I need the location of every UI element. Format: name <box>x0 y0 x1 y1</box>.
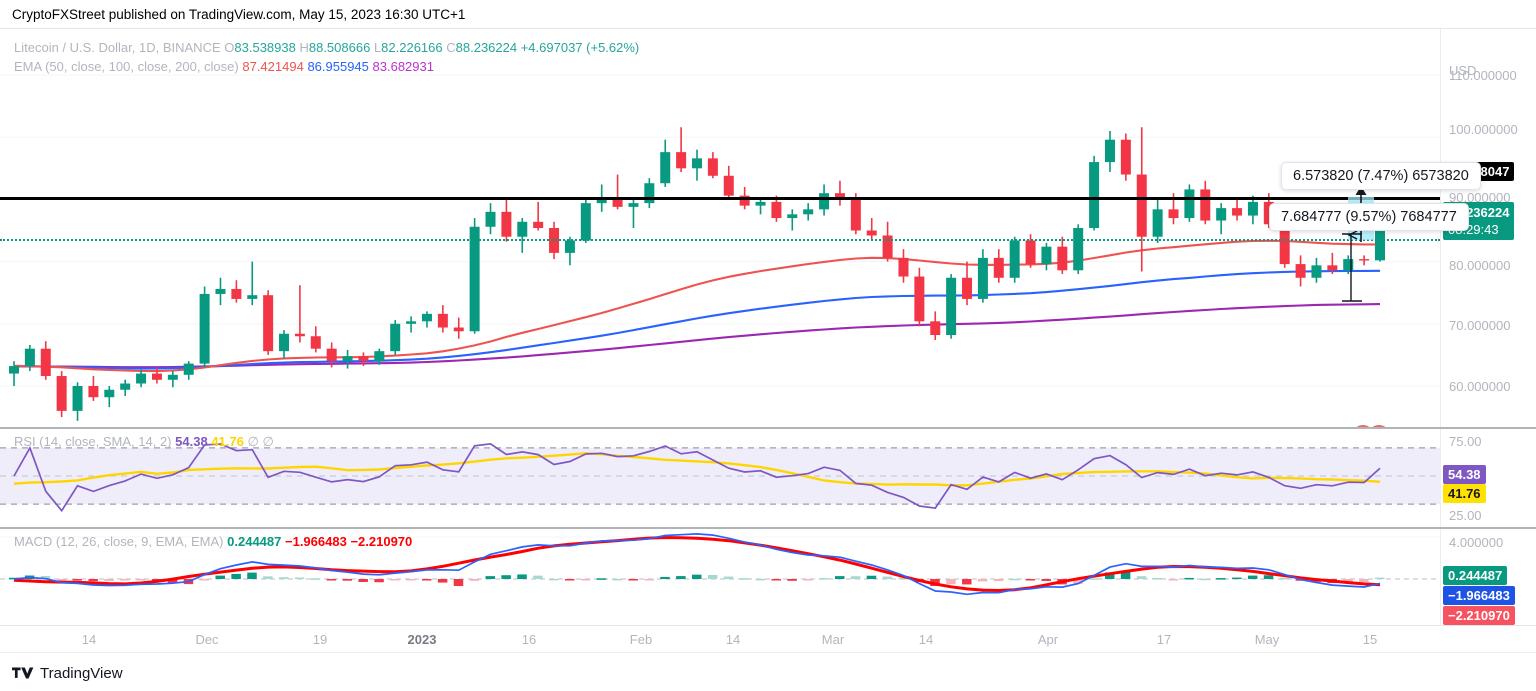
change-value: +4.697037 (+5.62%) <box>520 40 640 55</box>
macd-plot-area[interactable] <box>0 529 1440 627</box>
measure-lower-text: 7.684777 (9.57%) 7684777 <box>1281 209 1457 225</box>
resistance-line[interactable] <box>0 197 1440 200</box>
close-value: 88.236224 <box>455 40 518 55</box>
macd-title: MACD (12, 26, close, 9, EMA, EMA) <box>14 534 224 549</box>
rsi-plot-area[interactable] <box>0 429 1440 527</box>
time-label-7: Mar <box>821 632 845 647</box>
macd-tick-4: 4.000000 <box>1449 535 1504 550</box>
ema200-value: 83.682931 <box>372 59 434 74</box>
price-tick-110: 110.000000 <box>1449 68 1517 83</box>
symbol-title: Litecoin / U.S. Dollar, 1D, BINANCE <box>14 40 221 55</box>
measure-bracket <box>1342 230 1362 302</box>
time-label-11: May <box>1254 632 1280 647</box>
macd-hist-badge-value: −2.210970 <box>1448 608 1510 623</box>
close-prefix: C <box>446 40 456 55</box>
price-tick-100: 100.000000 <box>1449 122 1518 137</box>
macd-svg <box>0 533 1440 596</box>
publisher-bar: CryptoFXStreet published on TradingView.… <box>0 0 1536 28</box>
measure-tooltip-lower[interactable]: 7.684777 (9.57%) 7684777 <box>1269 203 1469 231</box>
footer: TradingView <box>0 655 1536 691</box>
time-label-5: Feb <box>629 632 653 647</box>
chart-frame: Litecoin / U.S. Dollar, 1D, BINANCE O83.… <box>0 28 1536 653</box>
rsi-axis[interactable]: 75.00 25.00 54.38 41.76 <box>1440 429 1536 527</box>
time-label-1: Dec <box>195 632 219 647</box>
price-pane[interactable]: Litecoin / U.S. Dollar, 1D, BINANCE O83.… <box>0 29 1536 427</box>
price-tick-90: 90.000000 <box>1449 190 1511 205</box>
open-value: 83.538938 <box>234 40 296 55</box>
time-label-4: 16 <box>521 632 537 647</box>
last-price-line <box>0 239 1440 241</box>
price-candlestick-svg <box>0 74 1440 421</box>
low-value: 82.226166 <box>381 40 443 55</box>
time-label-0: 14 <box>81 632 97 647</box>
measure-tooltip-upper[interactable]: 6.573820 (7.47%) 6573820 <box>1281 162 1481 190</box>
measure-upper-text: 6.573820 (7.47%) 6573820 <box>1293 168 1469 184</box>
time-label-12: 15 <box>1362 632 1378 647</box>
price-plot-area[interactable] <box>0 29 1440 427</box>
rsi-extra-1: ∅ <box>247 434 259 449</box>
rsi-sma-value: 41.76 <box>211 434 244 449</box>
macd-legend[interactable]: MACD (12, 26, close, 9, EMA, EMA) 0.2444… <box>14 532 412 551</box>
time-label-9: Apr <box>1037 632 1059 647</box>
time-label-6: 14 <box>725 632 741 647</box>
rsi-title: RSI (14, close, SMA, 14, 2) <box>14 434 172 449</box>
price-tick-80: 80.000000 <box>1449 258 1511 273</box>
price-rsi-separator[interactable] <box>0 427 1536 429</box>
time-label-8: 14 <box>918 632 934 647</box>
macd-hist-badge[interactable]: −2.210970 <box>1443 606 1515 625</box>
price-tick-60: 60.000000 <box>1449 379 1511 394</box>
rsi-svg <box>0 443 1440 513</box>
open-prefix: O <box>224 40 235 55</box>
macd-signal-badge[interactable]: −1.966483 <box>1443 586 1515 605</box>
rsi-legend[interactable]: RSI (14, close, SMA, 14, 2) 54.38 41.76 … <box>14 432 274 451</box>
rsi-value-badge[interactable]: 54.38 <box>1443 465 1486 484</box>
ema-title: EMA (50, close, 100, close, 200, close) <box>14 59 239 74</box>
rsi-tick-25: 25.00 <box>1449 508 1482 523</box>
symbol-legend[interactable]: Litecoin / U.S. Dollar, 1D, BINANCE O83.… <box>14 38 639 76</box>
time-label-10: 17 <box>1156 632 1172 647</box>
symbol-legend-row: Litecoin / U.S. Dollar, 1D, BINANCE O83.… <box>14 38 639 57</box>
rsi-tick-75: 75.00 <box>1449 434 1482 449</box>
macd-hist-value: −2.210970 <box>350 534 413 549</box>
high-prefix: H <box>299 40 309 55</box>
macd-value-badge[interactable]: 0.244487 <box>1443 566 1508 585</box>
ema50-value: 87.421494 <box>242 59 304 74</box>
price-tick-70: 70.000000 <box>1449 318 1511 333</box>
price-axis-unit: USD <box>1449 63 1477 78</box>
macd-signal-value: −1.966483 <box>285 534 347 549</box>
rsi-badge-value: 54.38 <box>1448 467 1481 482</box>
macd-axis[interactable]: 4.000000 0.244487 −1.966483 −2.210970 <box>1440 529 1536 627</box>
macd-signal-badge-value: −1.966483 <box>1448 588 1510 603</box>
macd-pane[interactable]: MACD (12, 26, close, 9, EMA, EMA) 0.2444… <box>0 529 1536 627</box>
rsi-sma-badge[interactable]: 41.76 <box>1443 484 1486 503</box>
time-label-2: 19 <box>312 632 328 647</box>
tradingview-brand: TradingView <box>40 664 123 682</box>
ema-legend-row: EMA (50, close, 100, close, 200, close) … <box>14 57 639 76</box>
macd-value: 0.244487 <box>227 534 282 549</box>
time-axis[interactable]: 14 Dec 19 2023 16 Feb 14 Mar 14 Apr 17 May 15 <box>0 625 1536 653</box>
tradingview-logo-icon <box>12 667 34 679</box>
publisher-text: CryptoFXStreet published on TradingView.… <box>12 6 466 22</box>
rsi-extra-2: ∅ <box>262 434 274 449</box>
rsi-sma-badge-value: 41.76 <box>1448 486 1481 501</box>
high-value: 88.508666 <box>308 40 371 55</box>
macd-legend-row: MACD (12, 26, close, 9, EMA, EMA) 0.2444… <box>14 532 412 551</box>
rsi-legend-row: RSI (14, close, SMA, 14, 2) 54.38 41.76 … <box>14 432 274 451</box>
rsi-macd-separator[interactable] <box>0 527 1536 529</box>
rsi-pane[interactable]: RSI (14, close, SMA, 14, 2) 54.38 41.76 … <box>0 429 1536 527</box>
low-prefix: L <box>373 40 382 55</box>
rsi-value: 54.38 <box>175 434 208 449</box>
ema100-value: 86.955945 <box>307 59 369 74</box>
time-label-3: 2023 <box>407 632 437 647</box>
macd-badge-value: 0.244487 <box>1448 568 1503 583</box>
